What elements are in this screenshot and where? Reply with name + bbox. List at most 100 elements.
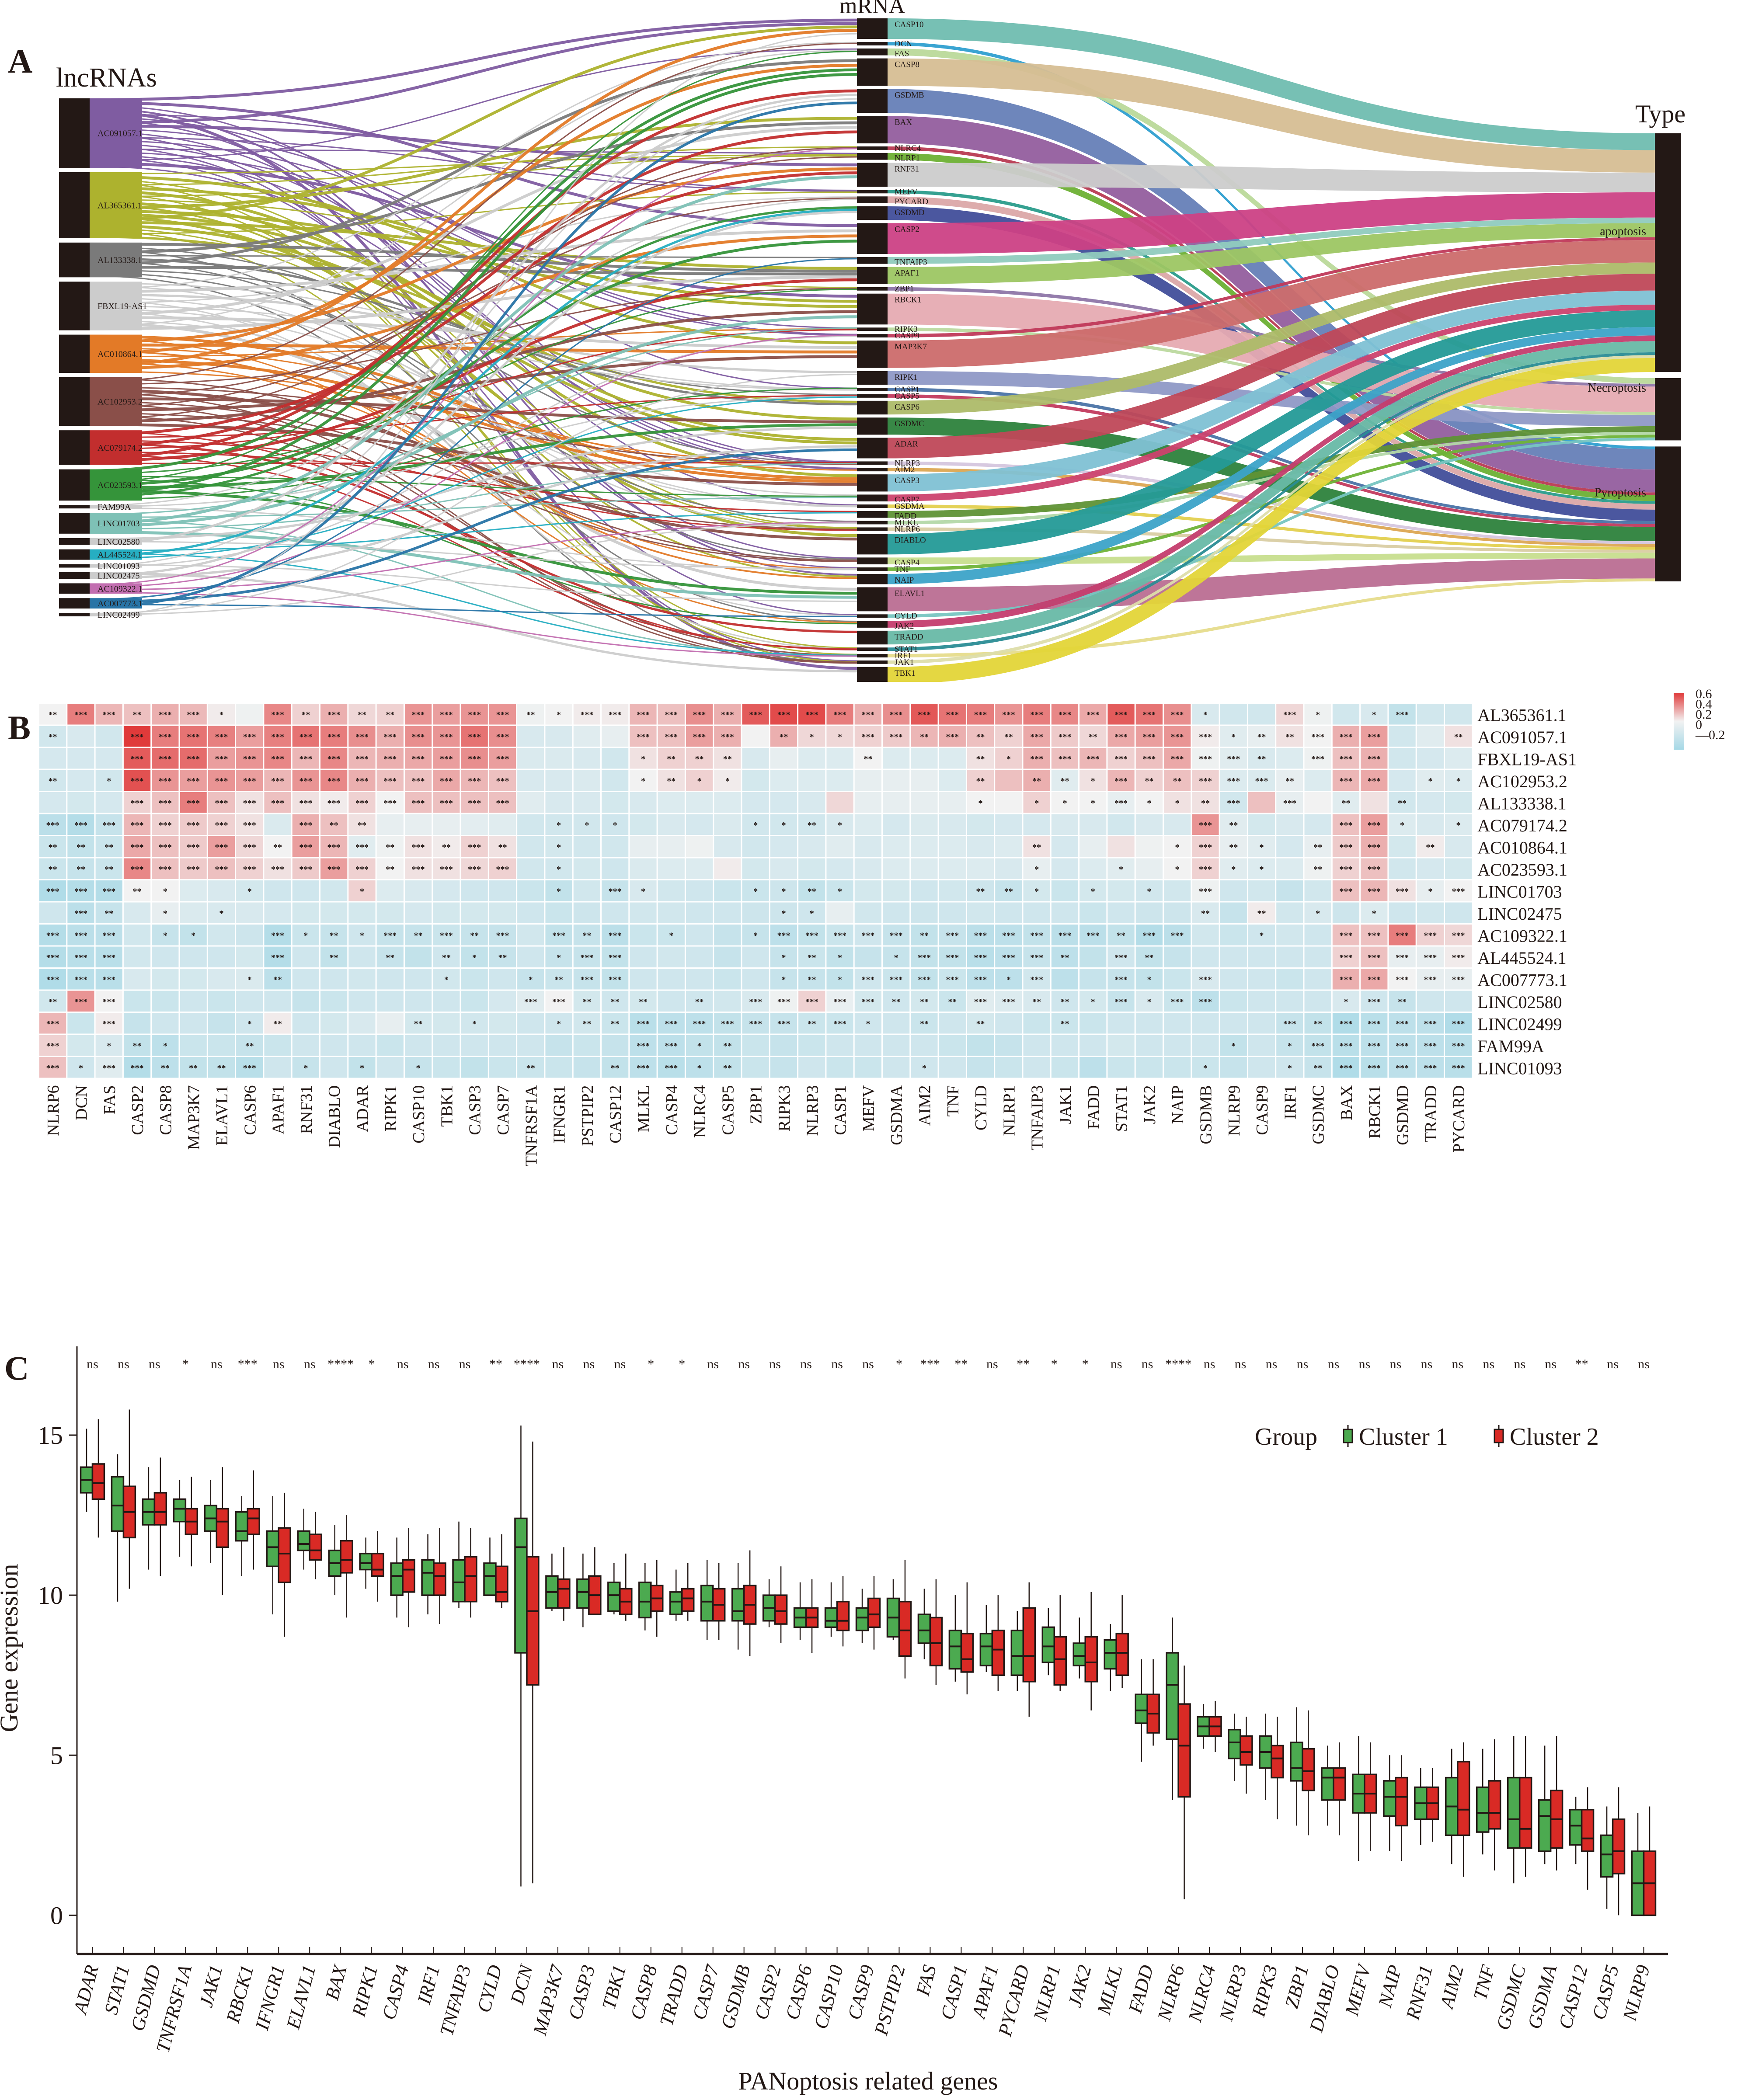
significance-label: ****: [327, 1357, 354, 1371]
heatmap-cell: [1107, 748, 1135, 769]
heatmap-star: ***: [440, 865, 453, 874]
heatmap-star: **: [526, 710, 535, 720]
heatmap-column-label: MEFV: [860, 1085, 878, 1131]
mrna-node: [857, 511, 888, 518]
heatmap-star: ***: [102, 997, 115, 1007]
mrna-node: [857, 660, 888, 664]
box-cluster2: [433, 1528, 446, 1624]
heatmap-star: **: [808, 975, 816, 984]
box-cluster1: [948, 1595, 962, 1682]
heatmap-star: **: [104, 842, 113, 852]
heatmap-star: **: [976, 754, 985, 764]
heatmap-cell: [573, 946, 600, 967]
heatmap-star: *: [1260, 931, 1264, 940]
heatmap-cell: [770, 748, 797, 769]
heatmap-cell: [236, 991, 263, 1012]
x-tick-label: NLRP1: [1029, 1963, 1065, 2024]
heatmap-star: ***: [46, 821, 59, 830]
box-body: [1333, 1767, 1346, 1801]
heatmap-star: *: [557, 710, 561, 720]
heatmap-cell: [123, 925, 151, 946]
lncrna-band: [90, 469, 142, 501]
box-body: [1321, 1767, 1334, 1801]
heatmap-star: ***: [1424, 931, 1437, 940]
heatmap-star: *: [1231, 865, 1236, 874]
heatmap-star: **: [133, 887, 142, 896]
heatmap-cell: [1361, 858, 1388, 879]
heatmap-cell: [67, 946, 94, 967]
heatmap-cell: [658, 836, 685, 857]
heatmap-cell: [1417, 1035, 1444, 1056]
lncrna-label: LINC02580: [98, 537, 140, 547]
mrna-label: JAK2: [895, 622, 914, 631]
box-cluster1: [762, 1579, 776, 1627]
heatmap-star: *: [79, 1063, 83, 1073]
heatmap-cell: [1332, 969, 1360, 990]
heatmap-cell: [1276, 902, 1303, 923]
heatmap-cell: [967, 969, 994, 990]
heatmap-star: ***: [1030, 953, 1043, 963]
heatmap-star: ***: [833, 1019, 846, 1029]
heatmap-cell: [939, 770, 966, 791]
box-cluster1: [235, 1496, 249, 1576]
heatmap-star: ***: [159, 710, 172, 720]
heatmap-cell: [1361, 946, 1388, 967]
heatmap-cell: [264, 704, 291, 725]
heatmap-cell: [1417, 704, 1444, 725]
heatmap-cell: [376, 792, 404, 813]
heatmap-star: *: [1091, 776, 1095, 786]
heatmap-cell: [770, 858, 797, 879]
heatmap-cell: [630, 792, 657, 813]
heatmap-cell: [1079, 1013, 1107, 1034]
heatmap-cell: [517, 1035, 544, 1056]
heatmap-cell: [714, 1013, 741, 1034]
box-cluster2: [1271, 1717, 1284, 1819]
heatmap-star: ***: [1171, 710, 1184, 720]
box-cluster2: [1146, 1659, 1160, 1746]
heatmap-star: ***: [299, 865, 312, 874]
heatmap-star: *: [781, 909, 786, 918]
heatmap-star: ***: [665, 1041, 678, 1051]
heatmap-star: **: [49, 732, 57, 742]
heatmap-star: ***: [1368, 887, 1381, 896]
sankey-link: [888, 578, 1655, 657]
heatmap-cell: [264, 880, 291, 901]
heatmap-star: *: [669, 931, 673, 940]
heatmap-cell: [854, 770, 881, 791]
heatmap-cell: [1164, 1057, 1191, 1078]
heatmap-star: **: [1089, 732, 1097, 742]
heatmap-cell: [348, 770, 376, 791]
box-body: [91, 1463, 105, 1500]
heatmap-star: **: [1173, 776, 1182, 786]
heatmap-cell: [95, 726, 122, 747]
heatmap-cell: [658, 925, 685, 946]
heatmap-star: *: [1091, 798, 1095, 808]
heatmap-cell: [348, 814, 376, 835]
heatmap-cell: [95, 1057, 122, 1078]
heatmap-star: *: [163, 909, 167, 918]
heatmap-cell: [1304, 925, 1331, 946]
legend-swatch: [1343, 1429, 1353, 1443]
heatmap-cell: [236, 858, 263, 879]
heatmap-cell: [854, 748, 881, 769]
heatmap-star: ***: [1396, 1041, 1409, 1051]
heatmap-cell: [1417, 814, 1444, 835]
sankey-link: [89, 230, 857, 655]
lncrna-band: [90, 598, 142, 609]
mrna-label: ELAVL1: [895, 589, 925, 598]
heatmap-cell: [1248, 748, 1275, 769]
sankey-link: [89, 198, 857, 289]
heatmap-cell: [1107, 1013, 1135, 1034]
heatmap-cell: [404, 1057, 432, 1078]
sankey-link: [89, 113, 857, 191]
heatmap-cell: [489, 858, 516, 879]
heatmap-cell: [1304, 858, 1331, 879]
heatmap-cell: [1332, 704, 1360, 725]
x-tick-label: CASP2: [750, 1963, 785, 2022]
heatmap-cell: [911, 991, 938, 1012]
box-cluster2: [1518, 1736, 1532, 1877]
heatmap-star: ***: [974, 953, 987, 963]
heatmap-cell: [714, 991, 741, 1012]
sankey-link: [89, 167, 857, 344]
heatmap-row-label: FAM99A: [1477, 1036, 1544, 1056]
